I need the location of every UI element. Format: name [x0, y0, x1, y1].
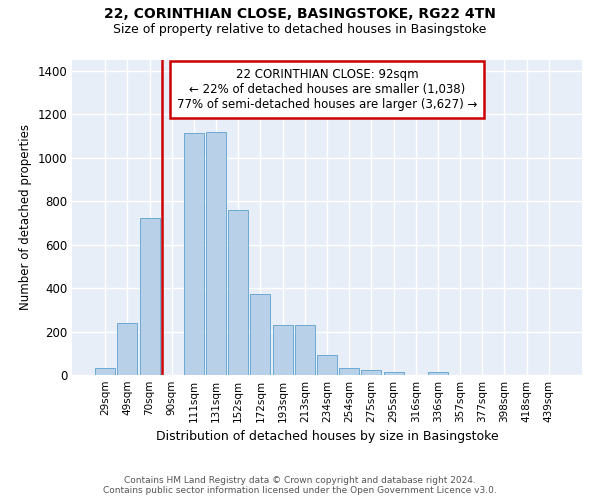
Bar: [361, 370, 382, 375]
Bar: [428, 372, 448, 375]
Text: 22, CORINTHIAN CLOSE, BASINGSTOKE, RG22 4TN: 22, CORINTHIAN CLOSE, BASINGSTOKE, RG22 …: [104, 8, 496, 22]
Bar: [228, 210, 248, 375]
Text: Size of property relative to detached houses in Basingstoke: Size of property relative to detached ho…: [113, 22, 487, 36]
Bar: [184, 133, 204, 375]
Bar: [206, 132, 226, 375]
Bar: [272, 325, 293, 375]
Text: Contains HM Land Registry data © Crown copyright and database right 2024.
Contai: Contains HM Land Registry data © Crown c…: [103, 476, 497, 495]
Bar: [295, 325, 315, 375]
Bar: [250, 294, 271, 375]
Y-axis label: Number of detached properties: Number of detached properties: [19, 124, 32, 310]
X-axis label: Distribution of detached houses by size in Basingstoke: Distribution of detached houses by size …: [155, 430, 499, 444]
Bar: [95, 368, 115, 375]
Bar: [140, 218, 160, 375]
Text: 22 CORINTHIAN CLOSE: 92sqm
← 22% of detached houses are smaller (1,038)
77% of s: 22 CORINTHIAN CLOSE: 92sqm ← 22% of deta…: [177, 68, 477, 111]
Bar: [339, 368, 359, 375]
Bar: [317, 356, 337, 375]
Bar: [383, 372, 404, 375]
Bar: [118, 323, 137, 375]
